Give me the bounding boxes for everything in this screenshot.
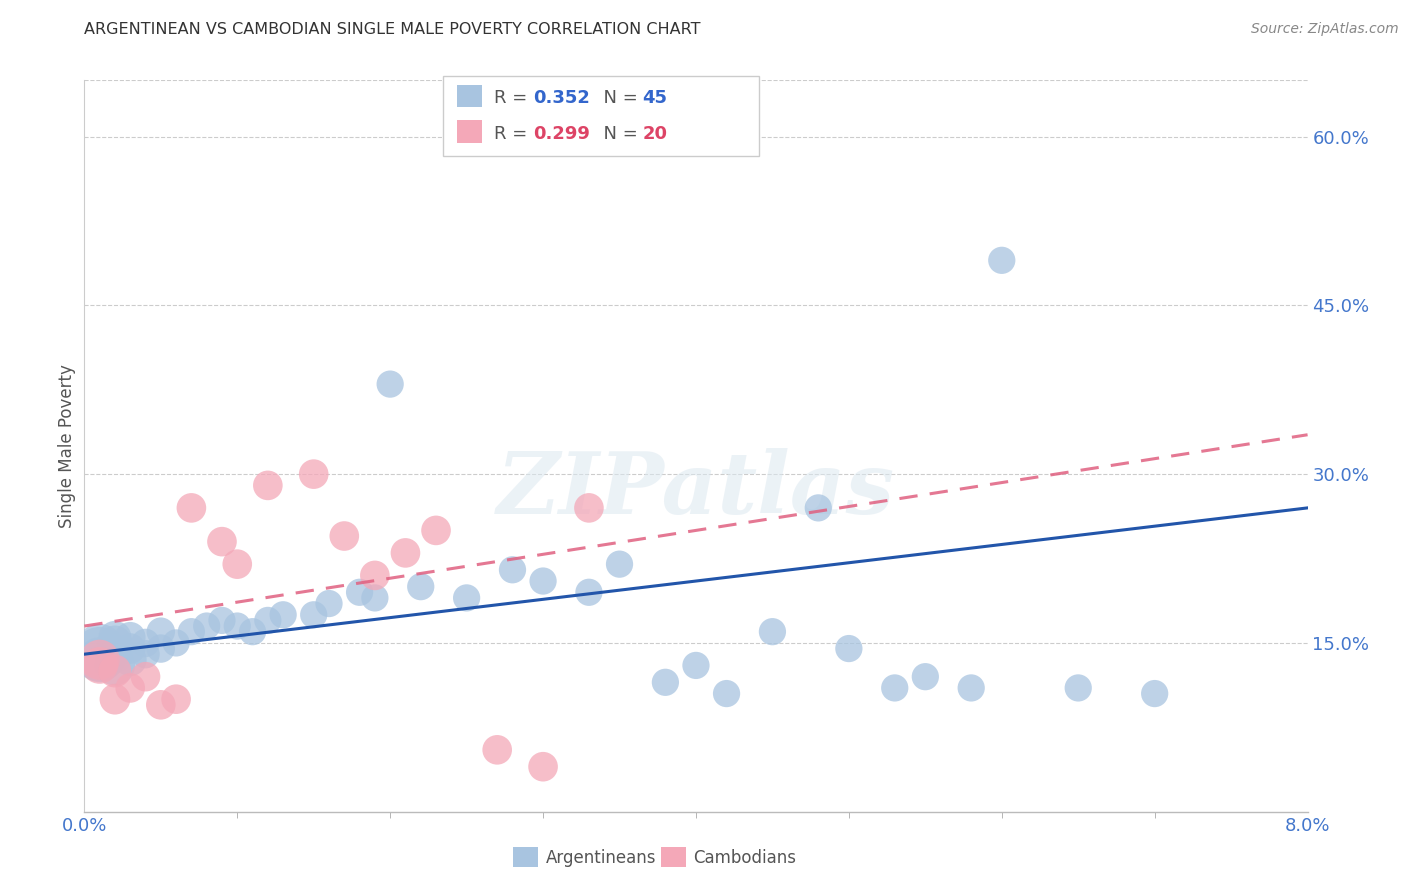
Point (120, 630, 142, 644)
Text: ZIPatlas: ZIPatlas (496, 448, 896, 532)
Point (104, 692, 127, 706)
Point (883, 681, 905, 695)
Point (195, 619, 218, 633)
Point (838, 641, 860, 656)
Point (211, 614, 233, 628)
Text: 0.352: 0.352 (533, 89, 589, 107)
Point (89, 658, 111, 673)
Point (149, 698, 172, 712)
Point (394, 546, 416, 560)
Point (257, 478, 280, 492)
Point (380, 377, 402, 392)
Point (654, 675, 676, 690)
Point (318, 597, 340, 611)
Point (271, 607, 294, 622)
Text: R =: R = (494, 89, 533, 107)
Point (120, 681, 142, 695)
Text: 20: 20 (643, 125, 668, 143)
Point (242, 624, 264, 639)
Point (104, 636, 127, 650)
Y-axis label: Single Male Poverty: Single Male Poverty (58, 364, 76, 528)
Point (685, 658, 707, 673)
Point (120, 641, 142, 656)
Point (364, 591, 387, 605)
Point (165, 692, 187, 706)
Point (180, 500, 202, 515)
Point (364, 568, 387, 582)
Point (104, 664, 127, 678)
Point (302, 607, 325, 622)
Text: N =: N = (592, 89, 644, 107)
Point (578, 500, 600, 515)
Point (531, 574, 554, 588)
Point (89, 641, 111, 656)
Point (349, 585, 371, 599)
Text: N =: N = (592, 125, 644, 143)
Point (914, 670, 936, 684)
Text: Source: ZipAtlas.com: Source: ZipAtlas.com (1251, 22, 1399, 37)
Point (104, 658, 127, 673)
Text: Cambodians: Cambodians (693, 849, 796, 867)
Point (89, 653, 111, 667)
Point (226, 557, 249, 571)
Point (807, 500, 830, 515)
Point (425, 524, 447, 538)
Point (165, 636, 187, 650)
Point (531, 760, 554, 774)
Point (486, 743, 509, 757)
Point (135, 647, 157, 661)
Point (502, 563, 524, 577)
Point (211, 534, 233, 549)
Point (456, 591, 478, 605)
Point (578, 585, 600, 599)
Text: R =: R = (494, 125, 533, 143)
Point (104, 630, 127, 644)
Point (333, 529, 356, 543)
Point (1143, 687, 1166, 701)
Point (609, 557, 631, 571)
Point (409, 580, 432, 594)
Point (226, 619, 249, 633)
Point (135, 670, 157, 684)
Text: 45: 45 (643, 89, 668, 107)
Point (716, 687, 738, 701)
Point (135, 636, 157, 650)
Point (1067, 681, 1090, 695)
Point (180, 624, 202, 639)
Text: Argentineans: Argentineans (546, 849, 657, 867)
Point (120, 653, 142, 667)
Point (149, 641, 172, 656)
Point (149, 624, 172, 639)
Point (89, 653, 111, 667)
Point (991, 253, 1014, 268)
Text: 0.299: 0.299 (533, 125, 589, 143)
Text: ARGENTINEAN VS CAMBODIAN SINGLE MALE POVERTY CORRELATION CHART: ARGENTINEAN VS CAMBODIAN SINGLE MALE POV… (84, 22, 700, 37)
Point (104, 647, 127, 661)
Point (761, 624, 783, 639)
Point (257, 614, 280, 628)
Point (89, 647, 111, 661)
Point (960, 681, 983, 695)
Point (302, 467, 325, 482)
